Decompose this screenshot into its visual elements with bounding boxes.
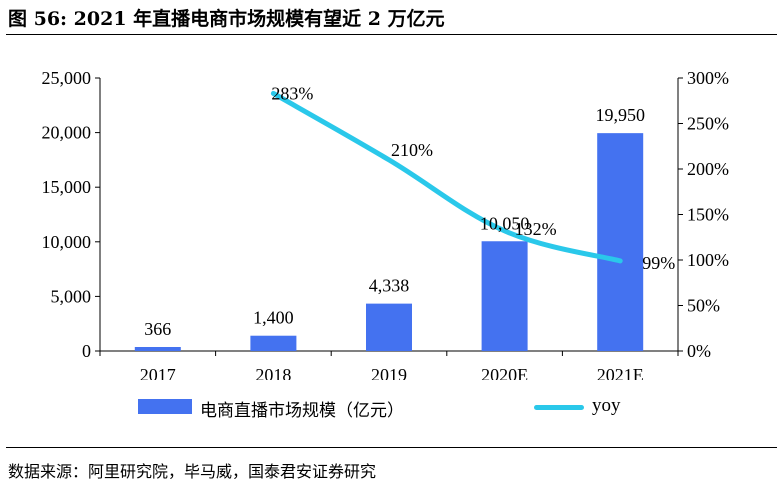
bottom-rule (6, 447, 777, 448)
chart-labels: 366 1,400 4,338 10,050 19,950 283% 210% 132% 99% (144, 83, 675, 339)
bar-value-label: 1,400 (253, 308, 294, 328)
source-note: 数据来源：阿里研究院，毕马威，国泰君安证券研究 (8, 462, 377, 481)
legend-bar-swatch (138, 399, 192, 414)
bar-value-label: 10,050 (480, 213, 530, 233)
yoy-value-label: 210% (391, 140, 433, 160)
chart-line (270, 90, 623, 264)
x-tick-label: 2017 (140, 365, 176, 380)
right-tick-label: 0% (687, 341, 711, 361)
bar (481, 241, 528, 351)
chart-axes: 0 5,000 10,000 15,000 20,000 25,000 0% 50% 100% 1… (42, 68, 730, 380)
yoy-value-label: 132% (515, 219, 557, 239)
right-tick-label: 250% (687, 114, 729, 134)
bar (366, 303, 412, 351)
bar (134, 347, 181, 351)
chart: 0 5,000 10,000 15,000 20,000 25,000 0% 50% 100% 1… (42, 68, 730, 380)
bar-value-label: 19,950 (595, 105, 645, 125)
legend-line-label: yoy (592, 395, 621, 416)
left-tick-label: 15,000 (42, 177, 92, 197)
top-rule (6, 34, 777, 35)
right-tick-label: 100% (687, 250, 729, 270)
left-tick-label: 5,000 (51, 286, 92, 306)
legend-bar-label: 电商直播市场规模（亿元） (200, 401, 404, 421)
figure-title: 图 56: 2021 年直播电商市场规模有望近 2 万亿元 (8, 8, 445, 30)
right-tick-label: 150% (687, 205, 729, 225)
legend-line-swatch (534, 405, 584, 410)
right-tick-label: 200% (687, 159, 729, 179)
bar (597, 133, 644, 351)
chart-bars (134, 133, 644, 351)
x-tick-label: 2021E (597, 365, 644, 380)
bar-value-label: 366 (144, 319, 171, 339)
left-tick-label: 20,000 (42, 123, 92, 143)
x-tick-label: 2020E (481, 365, 528, 380)
x-tick-label: 2019 (371, 365, 407, 380)
yoy-value-label: 283% (271, 83, 313, 103)
bar-value-label: 4,338 (369, 276, 410, 296)
right-tick-label: 50% (687, 296, 720, 316)
yoy-value-label: 99% (642, 253, 675, 273)
bar (250, 335, 297, 351)
left-tick-label: 25,000 (42, 68, 92, 88)
right-tick-label: 300% (687, 68, 729, 88)
left-tick-label: 0 (82, 341, 91, 361)
left-tick-label: 10,000 (42, 232, 92, 252)
yoy-line (270, 90, 623, 264)
x-tick-label: 2018 (255, 365, 291, 380)
